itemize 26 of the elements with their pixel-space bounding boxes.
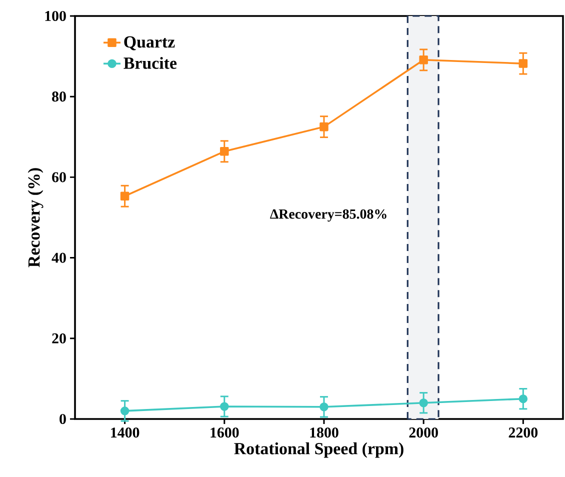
legend-label: Brucite bbox=[124, 56, 177, 69]
x-tick-label: 1600 bbox=[210, 428, 239, 438]
point bbox=[320, 122, 328, 132]
point bbox=[419, 398, 428, 408]
point bbox=[518, 59, 528, 68]
x-tick-label: 1800 bbox=[310, 428, 338, 438]
y-tick-label: 60 bbox=[52, 172, 66, 182]
x-tick-label: 2000 bbox=[409, 428, 438, 438]
y-tick-label: 20 bbox=[52, 333, 66, 344]
point bbox=[220, 147, 229, 156]
point bbox=[518, 394, 528, 404]
point bbox=[120, 192, 130, 201]
point bbox=[220, 402, 229, 411]
y-tick-label: 0 bbox=[60, 414, 66, 424]
y-axis-title: Recovery (%) bbox=[28, 168, 44, 268]
point bbox=[419, 56, 428, 64]
point bbox=[120, 406, 130, 416]
legend-label: Quartz bbox=[124, 36, 175, 50]
annotation: ΔRecovery=85.08% bbox=[270, 209, 386, 222]
point bbox=[320, 402, 328, 412]
y-tick-label: 80 bbox=[52, 92, 66, 102]
x-axis-title: Rotational Speed (rpm) bbox=[234, 442, 404, 458]
x-tick-label: 2200 bbox=[508, 428, 538, 438]
x-tick-label: 1400 bbox=[111, 428, 140, 438]
y-tick-label: 100 bbox=[45, 10, 66, 22]
y-tick-label: 40 bbox=[52, 252, 66, 263]
